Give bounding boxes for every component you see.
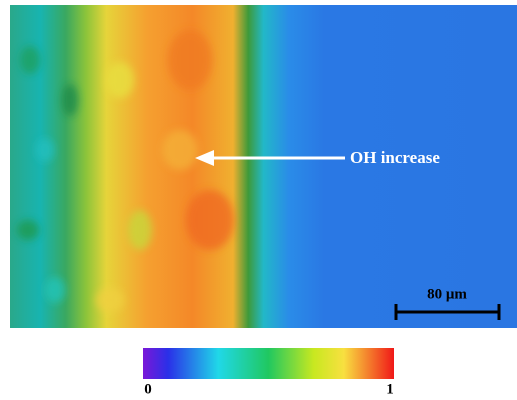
- annotation: OH increase: [350, 148, 440, 167]
- scale-bar-label: 80 μm: [427, 286, 467, 302]
- page: OH increase 80 μm 0 1 (() => { const dat…: [0, 0, 517, 400]
- colorbar-min: 0: [144, 381, 152, 397]
- colorbar: [143, 348, 394, 379]
- colorbar-max: 1: [386, 381, 394, 397]
- micrograph: [10, 5, 517, 328]
- figure: OH increase 80 μm 0 1: [0, 0, 517, 400]
